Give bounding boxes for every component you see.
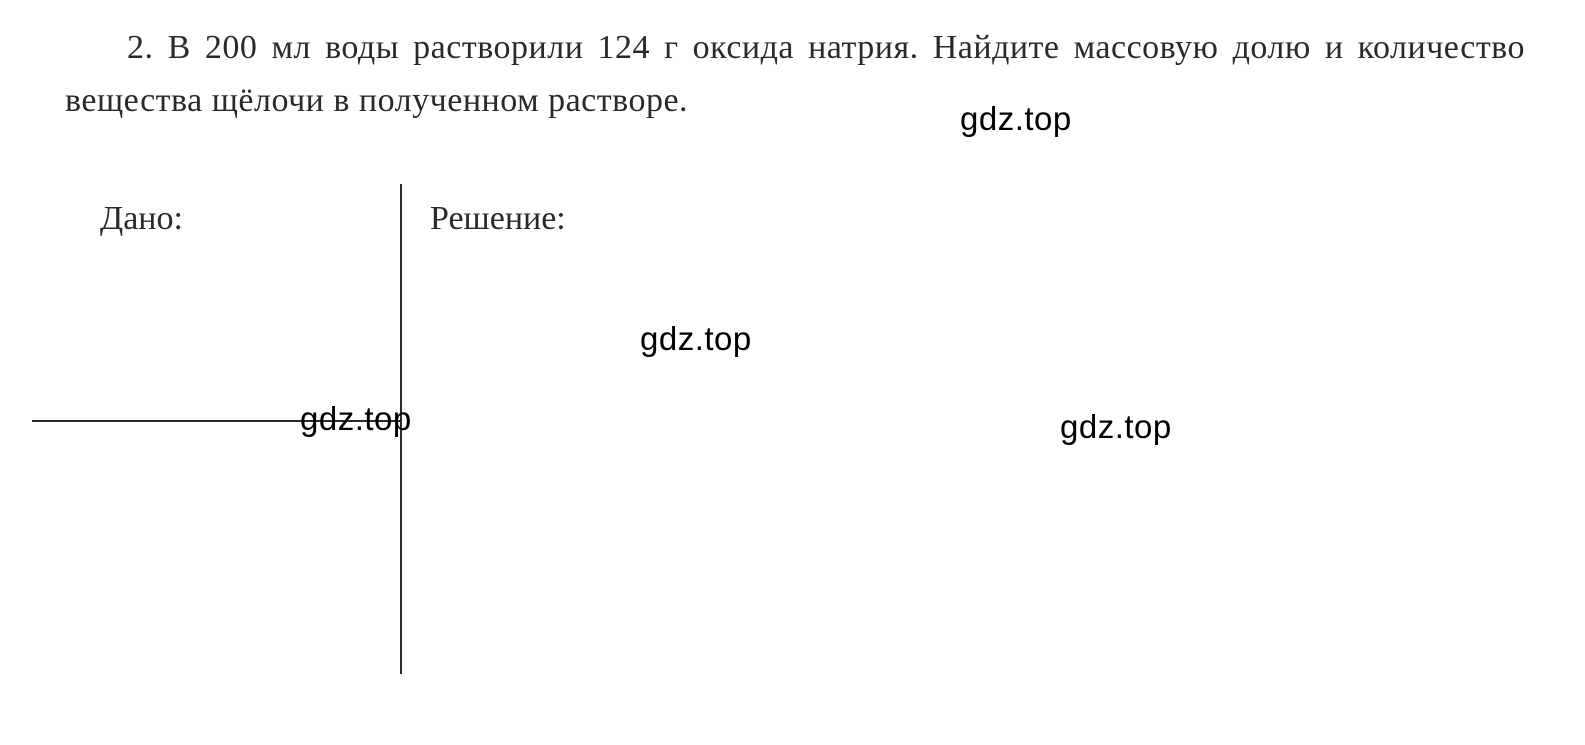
page-content: 2. В 200 мл воды растворили 124 г оксида… — [0, 0, 1585, 745]
given-label: Дано: — [100, 200, 183, 238]
watermark-text: gdz.top — [640, 320, 752, 358]
watermark-text: gdz.top — [300, 400, 412, 438]
problem-statement: 2. В 200 мл воды растворили 124 г оксида… — [65, 22, 1525, 127]
solution-label: Решение: — [430, 200, 566, 238]
problem-number: 2. — [127, 29, 154, 66]
watermark-text: gdz.top — [960, 100, 1072, 138]
problem-body: В 200 мл воды растворили 124 г оксида на… — [65, 29, 1525, 119]
watermark-text: gdz.top — [1060, 408, 1172, 446]
